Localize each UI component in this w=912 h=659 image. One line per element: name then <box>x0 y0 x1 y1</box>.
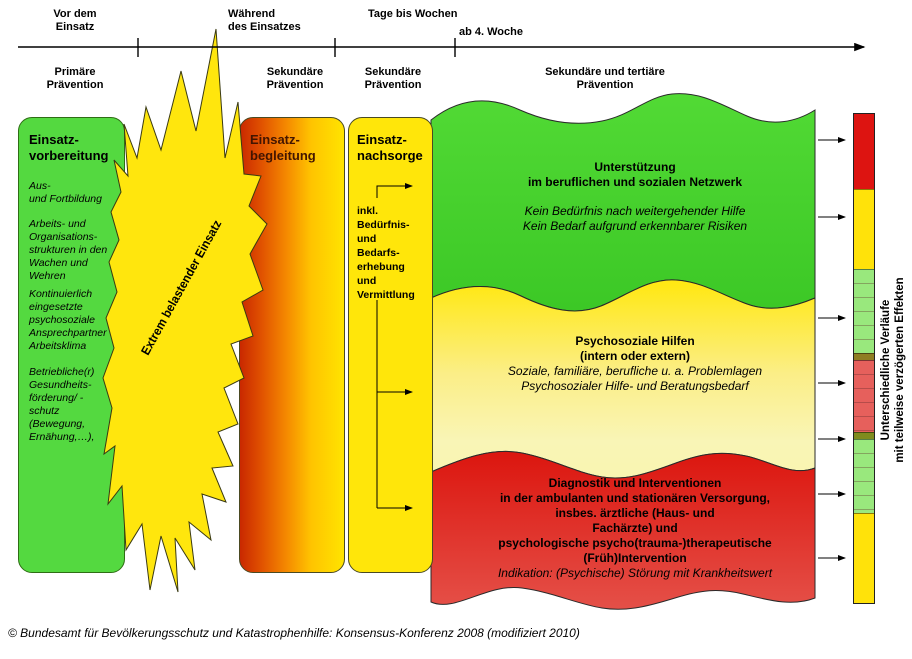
phase-label-tage-bis-wochen: Tage bis Wochen <box>368 8 458 20</box>
outcome-bar-segment <box>854 432 874 439</box>
outcome-bar-segment <box>854 360 874 432</box>
outcome-bar-segment <box>854 269 874 353</box>
band-red-title: Diagnostik und Interventionen in der amb… <box>498 476 772 565</box>
outcome-bar-segment <box>854 114 874 189</box>
prevention-label-sekundaere-1: Sekundäre Prävention <box>266 66 324 91</box>
band-yellow-title: Psychosoziale Hilfen (intern oder extern… <box>575 334 695 363</box>
vorbereitung-item: Arbeits- und Organisations- strukturen i… <box>29 218 108 282</box>
band-green-subtitle: Kein Bedürfnis nach weitergehender Hilfe… <box>522 204 748 233</box>
band-green-title: Unterstützung im beruflichen und soziale… <box>527 160 743 189</box>
box-einsatznachsorge-note: inkl. Bedürfnis- und Bedarfs- erhebung u… <box>357 205 415 301</box>
vorbereitung-item: Kontinuierlich eingesetzte psychosoziale… <box>29 288 107 339</box>
prevention-label-sekundaere-2: Sekundäre Prävention <box>364 66 422 91</box>
band-green-text: Unterstützung im beruflichen und soziale… <box>445 160 825 234</box>
vorbereitung-item: Arbeitsklima <box>29 340 87 352</box>
phase-label-waehrend: Während des Einsatzes <box>228 8 301 33</box>
outcome-bar-segment <box>854 439 874 513</box>
box-einsatznachsorge-title: Einsatz- nachsorge <box>357 132 423 163</box>
box-einsatznachsorge: Einsatz- nachsorge inkl. Bedürfnis- und … <box>348 117 433 573</box>
outcome-bar-segment <box>854 353 874 360</box>
prevention-label-primaere: Primäre Prävention <box>46 66 104 91</box>
band-red-subtitle: Indikation: (Psychische) Störung mit Kra… <box>497 566 773 580</box>
outcome-bar-segment <box>854 189 874 269</box>
box-einsatzbegleitung: Einsatz- begleitung <box>239 117 345 573</box>
outcome-bar <box>853 113 875 604</box>
band-yellow-text: Psychosoziale Hilfen (intern oder extern… <box>445 334 825 394</box>
band-red-text: Diagnostik und Interventionen in der amb… <box>445 476 825 581</box>
prevention-label-sek-tertiaere: Sekundäre und tertiäre Prävention <box>545 66 665 91</box>
box-einsatzbegleitung-title: Einsatz- begleitung <box>250 132 316 163</box>
footer-caption: © Bundesamt für Bevölkerungsschutz und K… <box>8 626 580 640</box>
timeline-axis <box>18 38 866 57</box>
vorbereitung-item: Betriebliche(r) Gesundheits- förderung/ … <box>29 366 95 443</box>
box-einsatzvorbereitung-title: Einsatz- vorbereitung <box>29 132 109 163</box>
outcome-bar-segment <box>854 513 874 603</box>
starburst-label: Extrem belastender Einsatz <box>138 218 224 358</box>
band-yellow-subtitle: Soziale, familiäre, berufliche u. a. Pro… <box>507 364 763 393</box>
outcome-bar-label: Unterschiedliche Verläufe mit teilweise … <box>880 277 906 463</box>
vorbereitung-item: Aus- und Fortbildung <box>29 180 102 205</box>
box-einsatzvorbereitung: Einsatz- vorbereitung Aus- und Fortbildu… <box>18 117 125 573</box>
phase-label-ab-4-woche: ab 4. Woche <box>459 26 523 38</box>
phase-label-vor-dem-einsatz: Vor dem Einsatz <box>53 8 97 33</box>
